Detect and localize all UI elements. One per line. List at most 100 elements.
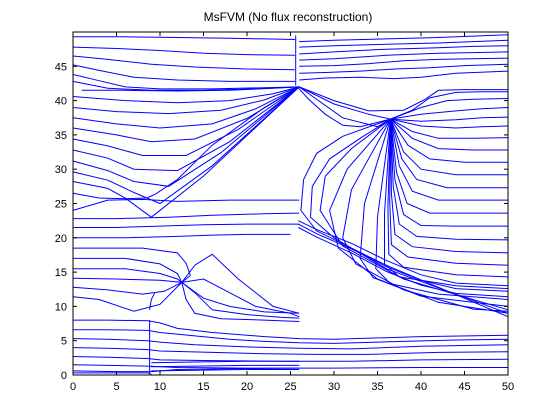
streamline-45 [299,39,509,48]
y-axis: 0 5 10 15 20 25 30 35 40 45 [55,61,508,382]
streamline-20 [73,233,291,239]
streamline-42 [297,86,391,128]
streamline-53 [390,107,509,120]
streamline-76 [298,220,509,287]
streamline-81 [149,292,156,310]
streamline-33 [72,338,509,350]
streamline-7 [72,86,300,104]
streamline-11 [72,86,300,156]
streamline-46 [299,45,509,55]
streamline-84 [151,369,300,372]
streamline-39 [299,86,508,112]
streamline-56 [390,118,509,139]
streamline-23 [73,268,183,283]
streamline-49 [299,63,509,74]
streamline-32 [73,329,509,344]
streamline-4 [72,74,300,90]
streamline-59 [390,118,508,176]
streamline-25 [72,281,183,295]
plot-area [72,34,509,375]
streamline-13 [72,86,300,187]
streamline-34 [72,347,509,355]
streamline-64 [390,119,509,241]
streamline-77 [298,223,509,292]
x-tick-label: 5 [113,381,119,393]
x-tick-label: 20 [241,381,253,393]
streamline-16 [72,86,300,200]
streamline-47 [299,51,509,61]
streamline-57 [390,118,508,151]
streamline-9 [72,86,300,129]
streamline-26 [72,282,183,312]
streamline-73 [319,118,509,311]
x-tick-label: 15 [197,381,209,393]
streamline-69 [375,119,509,300]
streamline-31 [73,319,509,340]
streamline-62 [390,119,508,214]
streamline-72 [329,118,509,314]
streamline-74 [309,118,509,314]
chart-title: MsFVM (No flux reconstruction) [204,10,373,24]
y-tick-label: 15 [55,267,67,279]
streamline-83 [151,364,300,368]
x-tick-label: 25 [284,381,296,393]
y-tick-label: 20 [55,233,67,245]
x-tick-label: 30 [328,381,340,393]
streamline-36 [72,364,508,369]
streamline-0 [73,36,295,40]
y-tick-label: 35 [55,130,67,142]
streamline-27 [181,253,300,314]
streamline-79 [181,281,300,314]
streamline-60 [390,118,508,189]
x-tick-label: 50 [502,381,514,393]
streamline-52 [390,98,509,120]
streamline-50 [299,70,509,81]
streamline-30 [181,282,300,322]
streamline-21 [73,247,191,283]
y-tick-label: 10 [55,301,67,313]
x-tick-label: 10 [154,381,166,393]
x-tick-label: 45 [458,381,470,393]
streamline-71 [342,118,509,312]
y-tick-label: 40 [55,96,67,108]
streamline-2 [72,55,295,71]
streamline-35 [72,356,509,362]
streamline-54 [390,116,509,122]
streamline-10 [72,86,300,143]
streamline-19 [73,223,300,228]
streamline-78 [298,227,509,298]
streamline-28 [181,278,300,318]
y-tick-label: 30 [55,164,67,176]
x-tick-label: 35 [371,381,383,393]
streamline-70 [359,118,509,307]
streamline-65 [390,119,509,254]
streamline-6 [81,86,300,92]
x-tick-label: 40 [415,381,427,393]
streamline-58 [390,118,508,163]
streamline-66 [389,119,509,266]
y-tick-label: 0 [61,370,67,382]
x-tick-label: 0 [70,381,76,393]
streamline-15 [72,86,300,218]
streamline-17 [72,198,300,211]
streamline-67 [387,119,509,278]
y-tick-label: 45 [55,61,67,73]
y-tick-label: 5 [61,336,67,348]
streamline-18 [73,212,300,220]
streamline-22 [73,257,183,283]
streamline-8 [72,86,300,115]
streamline-55 [390,118,509,129]
streamline-12 [72,86,300,172]
streamline-1 [72,46,295,56]
streamline-40 [298,86,391,120]
streamline-24 [72,277,182,283]
streamline-75 [300,118,509,318]
streamline-61 [390,119,508,201]
x-axis: 0 5 10 15 20 25 30 35 40 45 50 [70,32,514,393]
streamline-3 [72,64,295,82]
streamline-29 [181,282,300,319]
streamline-44 [299,34,509,43]
streamline-82 [151,360,300,364]
